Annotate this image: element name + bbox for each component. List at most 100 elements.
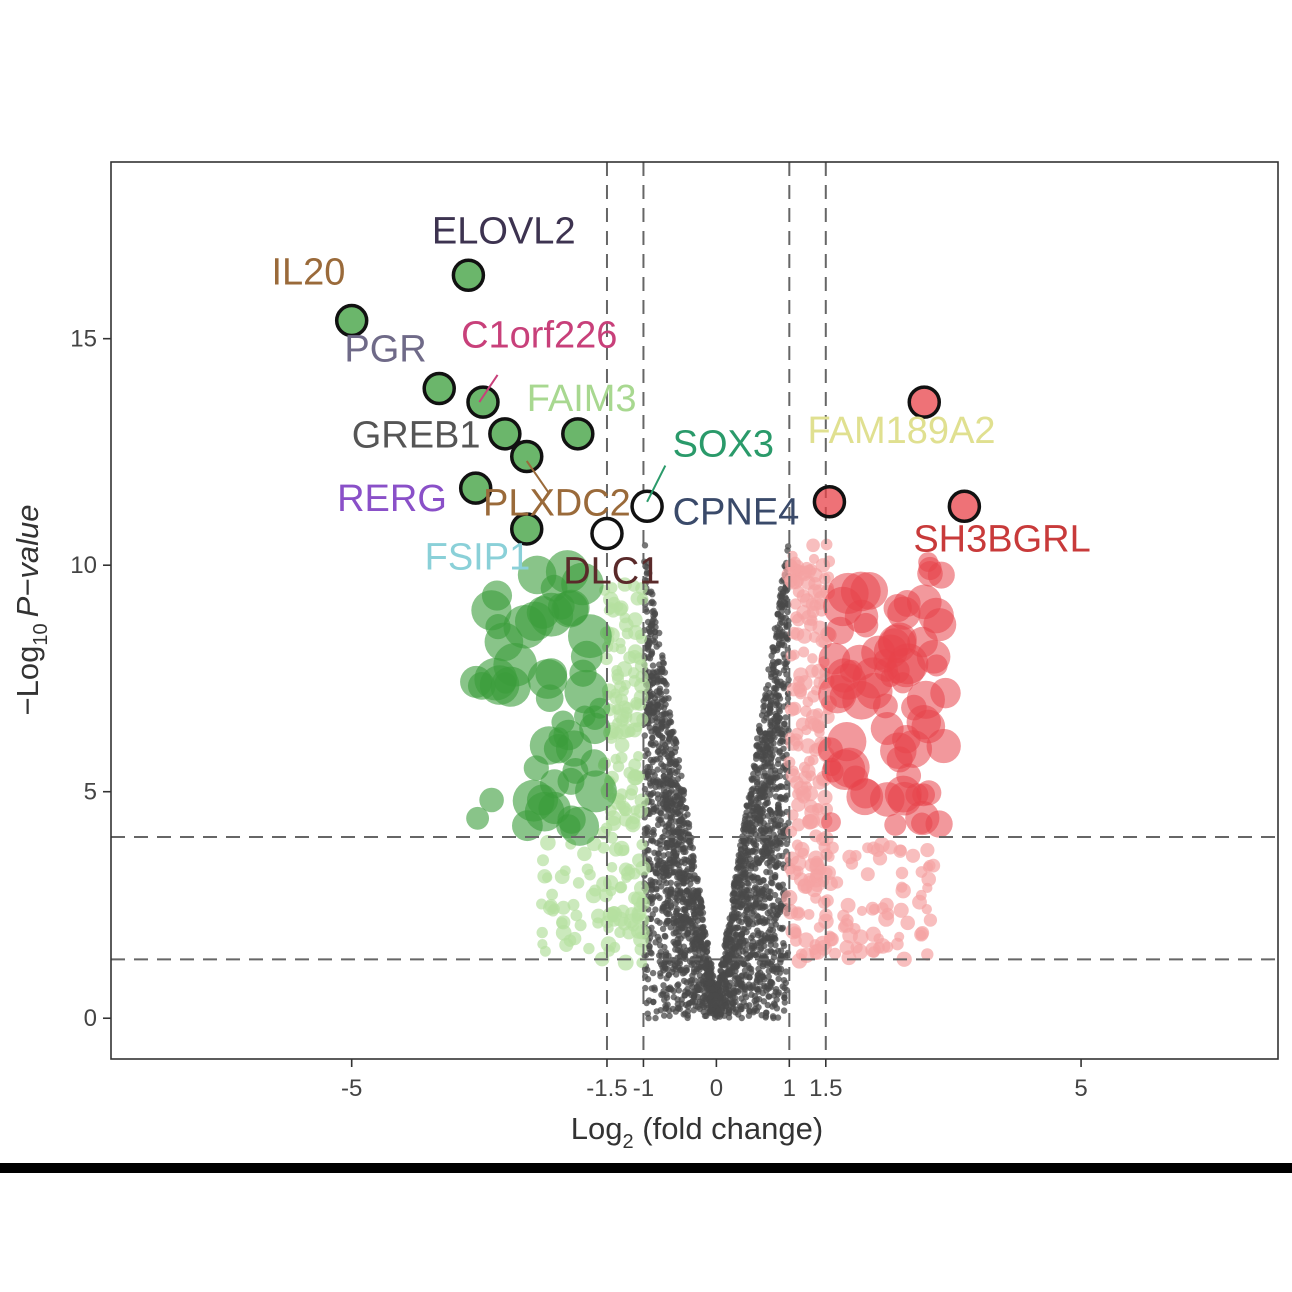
point-neutral xyxy=(750,877,758,884)
point-neutral xyxy=(649,777,656,784)
point-neutral xyxy=(764,909,771,917)
point-neutral xyxy=(643,826,650,833)
point-neutral xyxy=(683,964,690,971)
point-down-weak xyxy=(606,831,618,844)
point-up-weak xyxy=(815,558,831,573)
point-neutral xyxy=(650,607,657,614)
point-down-weak xyxy=(570,909,583,922)
point-neutral xyxy=(718,1007,725,1014)
point-neutral xyxy=(765,968,772,975)
point-up-strong xyxy=(873,649,897,673)
point-neutral xyxy=(753,986,761,993)
point-neutral xyxy=(674,996,681,1003)
point-neutral xyxy=(649,662,657,669)
gene-label-greb1: GREB1 xyxy=(352,414,481,456)
point-down-weak xyxy=(608,842,624,857)
point-down-strong xyxy=(493,642,538,687)
point-up-weak xyxy=(791,953,808,969)
point-neutral xyxy=(773,632,780,639)
point-neutral xyxy=(652,1014,659,1022)
point-down-weak xyxy=(609,941,621,953)
point-neutral xyxy=(773,698,780,705)
highlighted-point-fsip1 xyxy=(509,512,544,546)
point-up-weak xyxy=(793,780,809,796)
point-neutral xyxy=(726,969,733,976)
gene-label-elovl2: ELOVL2 xyxy=(432,211,576,253)
highlighted-point-cpne4 xyxy=(812,485,847,519)
point-neutral xyxy=(695,986,703,993)
point-up-strong xyxy=(884,813,907,836)
point-neutral xyxy=(674,873,681,881)
gene-label-plxdc2: PLXDC2 xyxy=(483,482,631,524)
point-neutral xyxy=(672,962,679,970)
point-neutral xyxy=(649,969,657,977)
point-neutral xyxy=(698,903,705,911)
point-neutral xyxy=(762,695,769,702)
point-neutral xyxy=(769,658,777,665)
point-neutral xyxy=(688,858,696,865)
point-neutral xyxy=(771,685,779,692)
point-down-weak xyxy=(619,723,635,738)
highlighted-point-sh3bgrl xyxy=(947,489,982,524)
point-neutral xyxy=(748,991,755,998)
point-up-weak xyxy=(920,843,935,858)
point-up-weak xyxy=(794,687,807,700)
point-up-strong xyxy=(882,622,917,657)
point-neutral xyxy=(768,736,775,743)
point-neutral xyxy=(670,913,678,920)
point-neutral xyxy=(749,938,757,945)
point-down-weak xyxy=(546,888,558,901)
highlighted-point-faim3 xyxy=(561,417,595,451)
point-neutral xyxy=(699,926,706,934)
point-neutral xyxy=(729,1000,736,1007)
point-up-weak xyxy=(823,876,838,891)
point-down-weak xyxy=(592,917,604,929)
point-neutral xyxy=(644,646,652,653)
point-down-weak xyxy=(616,788,628,801)
point-neutral xyxy=(773,834,780,841)
point-neutral xyxy=(657,665,664,672)
point-neutral xyxy=(756,918,763,925)
point-neutral xyxy=(660,660,667,667)
point-neutral xyxy=(745,851,752,858)
point-neutral xyxy=(658,991,665,998)
point-neutral xyxy=(765,888,772,895)
point-neutral xyxy=(662,763,669,771)
highlighted-point-sox3 xyxy=(630,489,664,524)
point-neutral xyxy=(675,987,683,994)
gene-label-sh3bgrl: SH3BGRL xyxy=(913,519,1090,561)
point-neutral xyxy=(648,676,655,684)
point-neutral xyxy=(661,710,669,718)
point-neutral xyxy=(748,776,756,784)
point-up-strong xyxy=(930,677,961,709)
point-neutral xyxy=(662,920,670,927)
point-neutral xyxy=(763,752,770,759)
point-neutral xyxy=(657,732,664,739)
point-neutral xyxy=(771,822,779,829)
point-up-weak xyxy=(808,553,820,564)
point-up-weak xyxy=(821,894,834,907)
point-neutral xyxy=(730,984,737,991)
point-neutral xyxy=(662,800,670,808)
point-neutral xyxy=(737,986,744,993)
point-neutral xyxy=(681,932,688,939)
point-up-weak xyxy=(803,908,815,920)
point-up-weak xyxy=(786,559,798,571)
point-neutral xyxy=(738,931,746,938)
point-neutral xyxy=(722,997,729,1004)
point-up-weak xyxy=(872,851,888,866)
highlighted-genes xyxy=(334,258,982,551)
point-neutral xyxy=(689,844,696,852)
x-tick-label: 1.5 xyxy=(809,1075,842,1102)
point-neutral xyxy=(692,926,699,933)
point-neutral xyxy=(752,951,759,958)
point-neutral xyxy=(750,1007,757,1014)
point-neutral xyxy=(650,998,657,1006)
point-neutral xyxy=(753,751,761,759)
gene-label-pgr: PGR xyxy=(344,328,426,370)
highlighted-point-rerg xyxy=(458,471,493,505)
point-neutral xyxy=(767,701,774,708)
point-neutral xyxy=(657,781,664,788)
point-neutral xyxy=(644,966,651,973)
point-down-weak xyxy=(612,717,623,729)
